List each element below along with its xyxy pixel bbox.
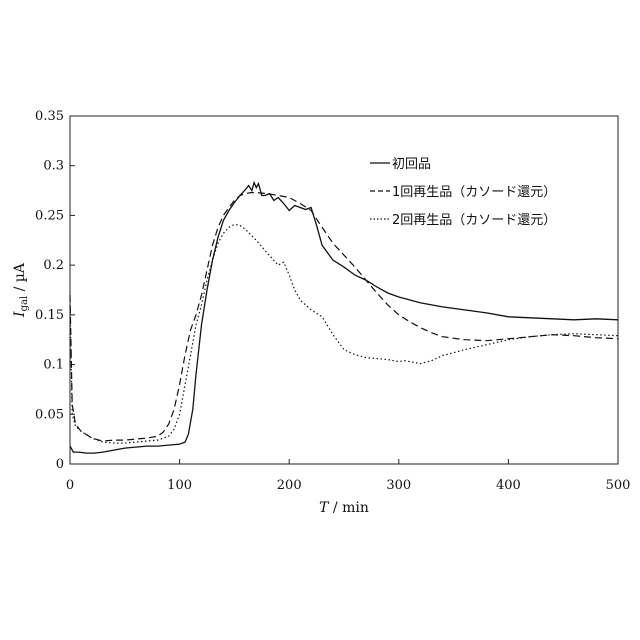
legend-label-1: 初回品 bbox=[392, 157, 431, 172]
x-tick-label: 300 bbox=[386, 478, 411, 493]
y-tick-label: 0.35 bbox=[35, 109, 64, 124]
x-tick-label: 200 bbox=[277, 478, 302, 493]
y-axis-label-subscript: gal bbox=[19, 296, 30, 312]
series-line-2 bbox=[70, 193, 618, 442]
plot-frame bbox=[70, 116, 618, 464]
y-axis-label-unit: / µA bbox=[12, 262, 28, 296]
x-tick-label: 400 bbox=[496, 478, 521, 493]
y-tick-label: 0.15 bbox=[35, 308, 64, 323]
plot-area-border bbox=[70, 116, 618, 464]
x-tick-label: 0 bbox=[66, 478, 74, 493]
legend: 初回品 1回再生品（カソード還元） 2回再生品（カソード還元） bbox=[370, 157, 556, 228]
legend-label-2: 1回再生品（カソード還元） bbox=[392, 185, 556, 200]
y-tick-label: 0.25 bbox=[35, 208, 64, 223]
y-tick-label: 0 bbox=[56, 457, 64, 472]
y-tick-label: 0.2 bbox=[43, 258, 64, 273]
y-axis-label: Igal / µA bbox=[12, 262, 30, 318]
legend-label-3: 2回再生品（カソード還元） bbox=[392, 213, 556, 228]
x-tick-label: 500 bbox=[606, 478, 631, 493]
y-tick-label: 0.3 bbox=[43, 159, 64, 174]
y-tick-label: 0.05 bbox=[35, 407, 64, 422]
x-tick-label: 100 bbox=[167, 478, 192, 493]
x-axis-label: T / min bbox=[319, 500, 369, 516]
x-axis-label-unit: / min bbox=[328, 500, 368, 516]
series-line-3 bbox=[70, 224, 618, 443]
y-axis: 0 0.05 0.1 0.15 0.2 0.25 0.3 0.35 bbox=[35, 109, 75, 472]
y-tick-label: 0.1 bbox=[43, 358, 64, 373]
